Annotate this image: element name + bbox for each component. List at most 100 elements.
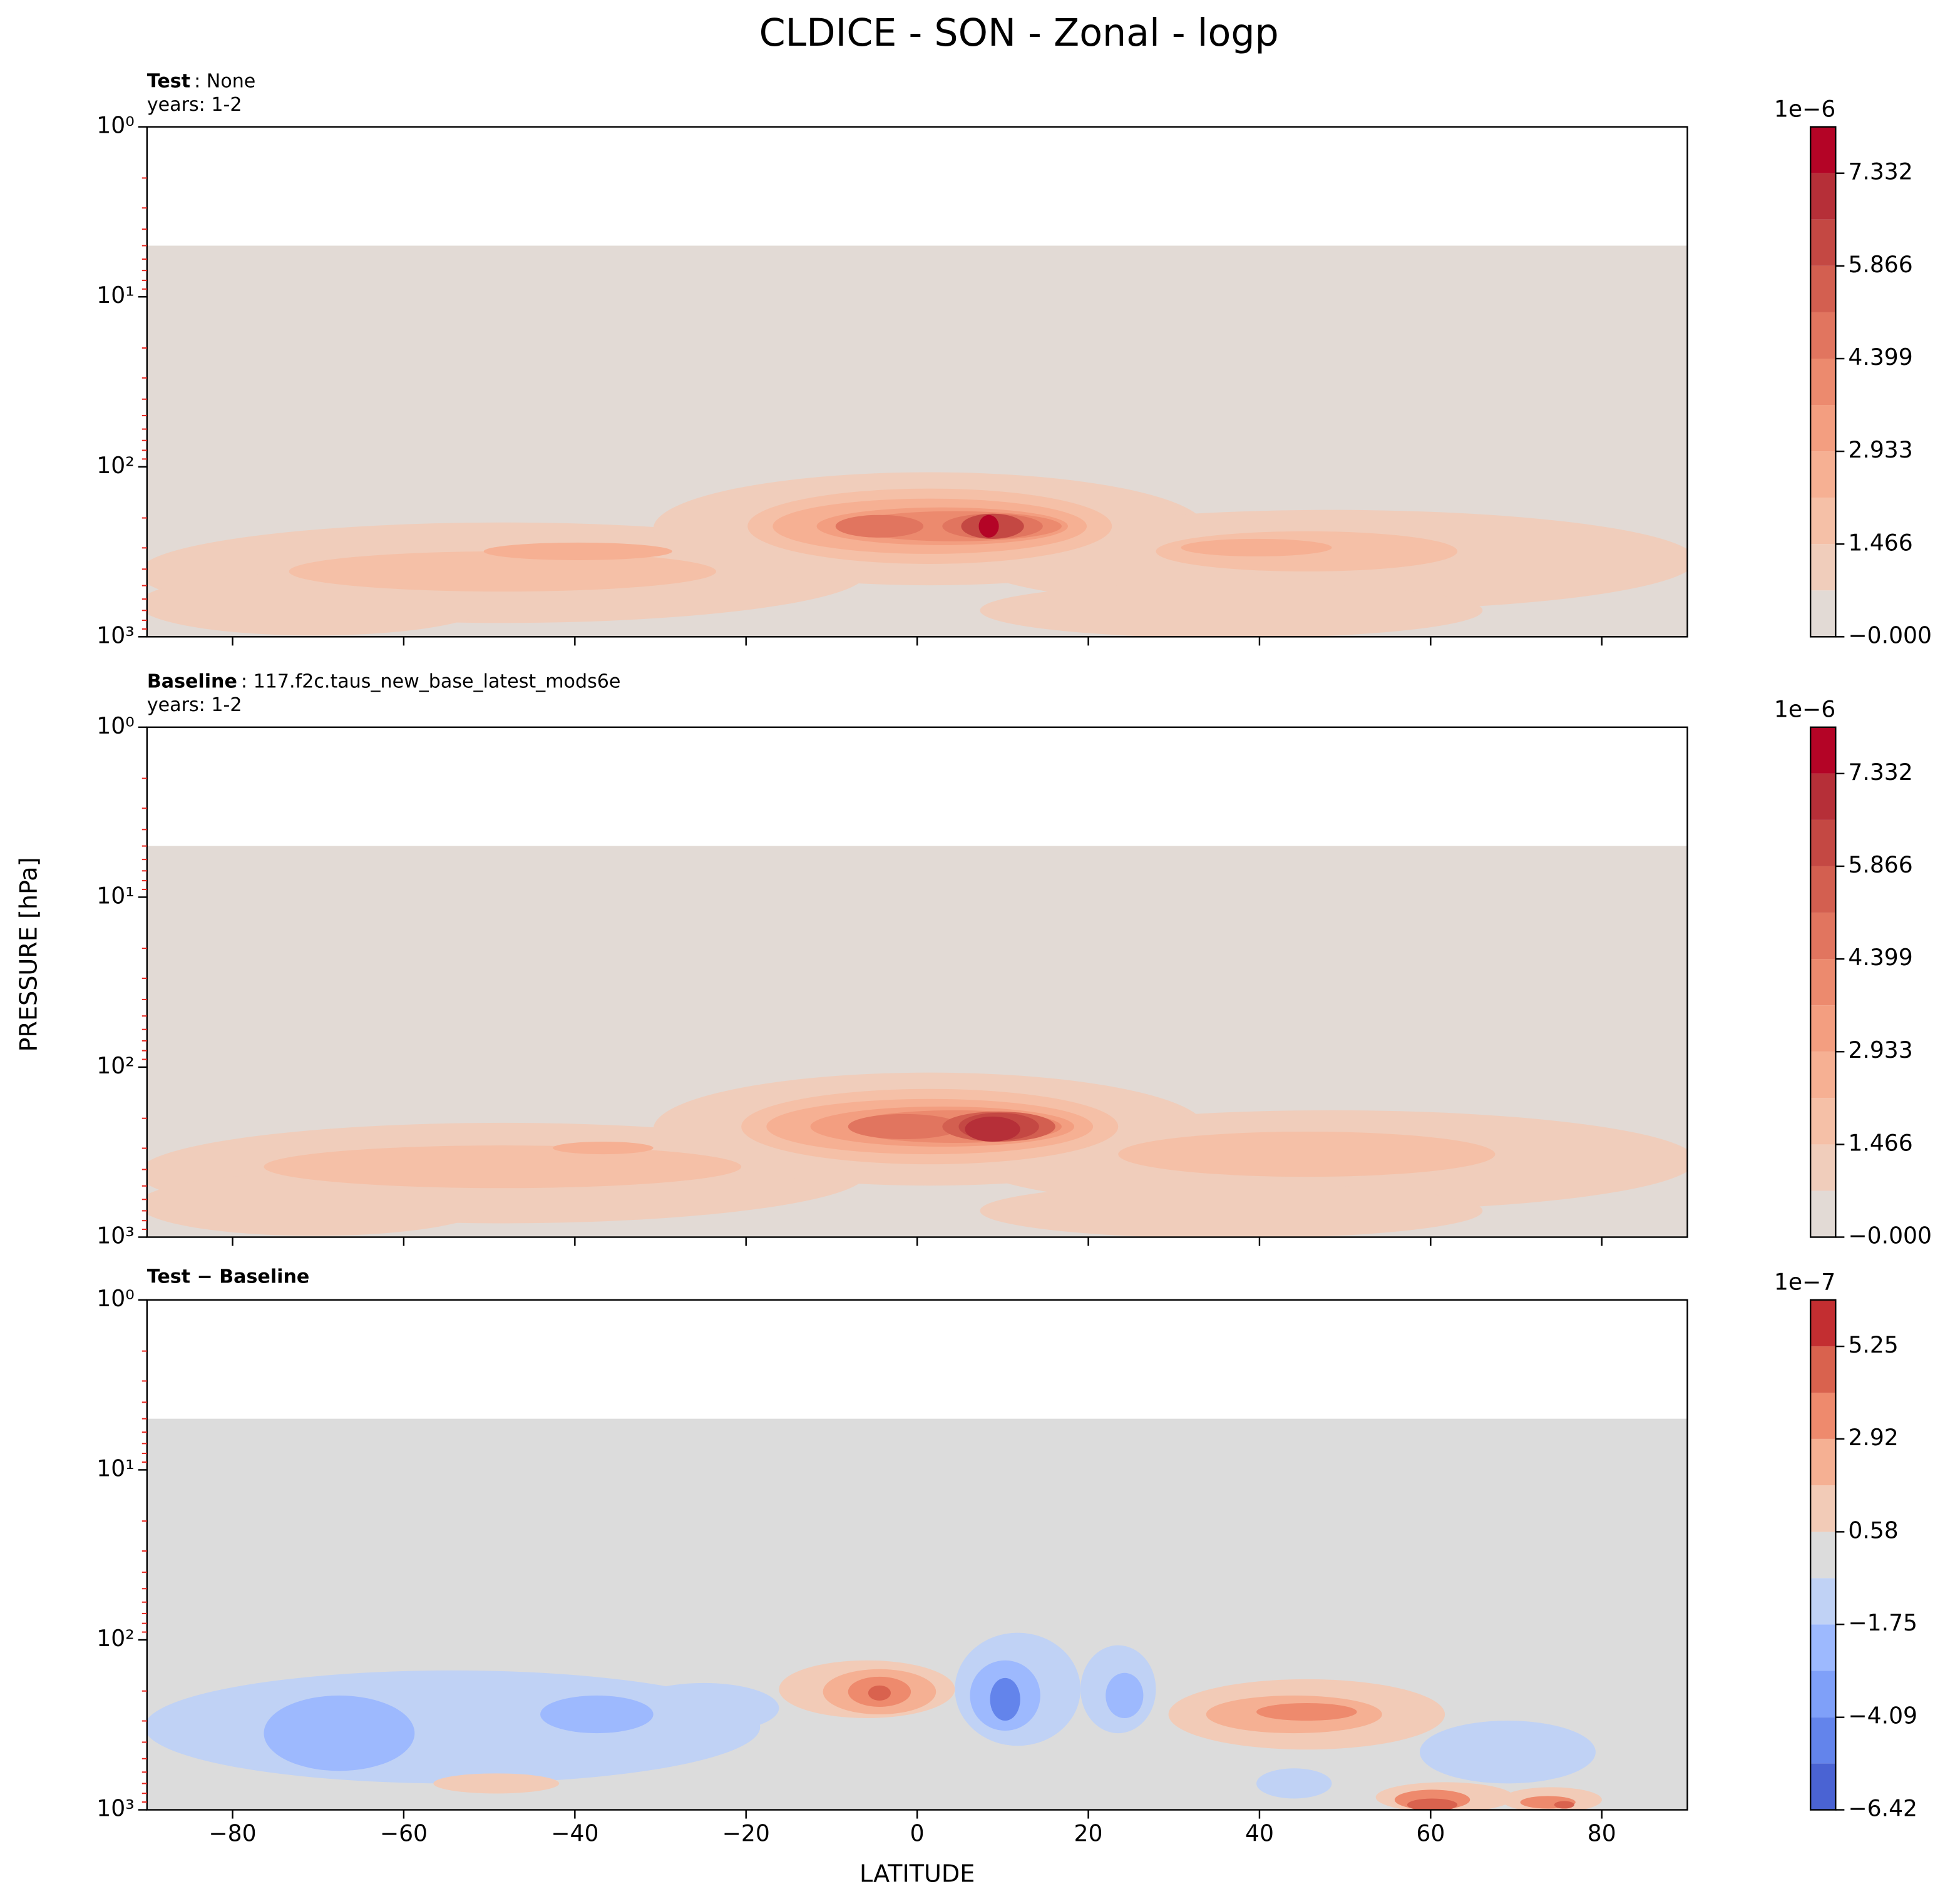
colorbar-frame [1809,1299,1837,1811]
y-tick-label: 10³ [96,1795,134,1822]
contour-region [1181,538,1332,556]
x-tick-label: 40 [1245,1820,1274,1847]
colorbar-band [1810,312,1836,359]
colorbar-band [1810,1624,1836,1671]
colorbar-band [1810,1717,1836,1764]
colorbar-tick-label: 7.332 [1848,759,1912,786]
colorbar-band [1810,1299,1836,1347]
colorbar-offset: 1e−7 [1774,1269,1835,1296]
y-tick-label: 10³ [96,622,134,648]
x-axis-label: LATITUDE [859,1860,975,1887]
colorbar-band [1810,1485,1836,1532]
colorbar-band [1810,819,1836,866]
colorbar-tick-label: 2.933 [1848,436,1912,463]
colorbar-band [1810,1144,1836,1191]
panel-title: Test: None [147,70,256,92]
x-tick-label: 60 [1416,1820,1445,1847]
panel-title-value: : None [194,70,255,92]
contour-region [990,1677,1020,1721]
plot-area [146,1418,1688,1810]
colorbar-tick-label: 1.466 [1848,1129,1912,1156]
colorbar-tick-label: 7.332 [1848,158,1912,185]
contour-region [1118,1131,1496,1177]
colorbar-band [1810,1393,1836,1439]
colorbar-tick-label: 5.25 [1848,1331,1898,1358]
colorbar-band [1810,959,1836,1006]
contour-region [289,551,717,592]
colorbar-offset: 1e−6 [1774,696,1835,723]
colorbar-band [1810,1438,1836,1486]
colorbar-tick-label: −0.000 [1848,622,1932,648]
y-tick-label: 10¹ [96,282,134,309]
colorbar-band [1810,451,1836,498]
colorbar-band [1810,265,1836,312]
colorbar-band [1810,405,1836,452]
contour-region [146,1173,490,1236]
colorbar-band [1810,1763,1836,1810]
y-tick-label: 10⁰ [96,712,134,739]
contour-region [1419,1721,1596,1784]
colorbar-band [1810,126,1836,173]
y-tick-label: 10² [96,1052,134,1079]
colorbar-tick-label: 5.866 [1848,251,1912,278]
contour-region [433,1773,560,1794]
colorbar-band [1810,1005,1836,1052]
plot-area [146,245,1688,637]
panel-title-name: Test [147,70,190,92]
x-tick-label: −40 [551,1820,598,1847]
colorbar-offset: 1e−6 [1774,96,1835,123]
colorbar-band [1810,358,1836,406]
contour-region [1106,1672,1144,1719]
contour-region [848,1113,962,1139]
colorbar-tick-label: 1.466 [1848,529,1912,556]
colorbar-band [1810,1671,1836,1717]
x-tick-label: −60 [380,1820,428,1847]
colorbar-band [1810,727,1836,774]
y-tick-label: 10² [96,1625,134,1652]
colorbar-band [1810,498,1836,545]
colorbar-tick-label: 2.92 [1848,1424,1898,1451]
colorbar-band [1810,1578,1836,1625]
contour-region [264,1695,415,1771]
panel-subtitle: years: 1-2 [147,94,242,116]
colorbar-tick-label: −4.09 [1848,1702,1917,1729]
contour-region [835,514,924,538]
colorbar-band [1810,913,1836,960]
panel-title-value: : 117.f2c.taus_new_base_latest_mods6e [241,670,621,692]
panel-title-name: Test − Baseline [147,1266,309,1287]
colorbar-band [1810,1098,1836,1145]
colorbar-tick-label: −1.75 [1848,1609,1917,1636]
contour-region [978,514,999,538]
colorbar-tick-label: 4.399 [1848,944,1912,971]
colorbar-frame [1809,126,1837,638]
contour-region [540,1695,654,1734]
contour-region [628,1682,779,1734]
colorbar-band [1810,1346,1836,1393]
x-tick-label: −80 [208,1820,256,1847]
panel-title: Test − Baseline [147,1266,309,1287]
colorbar-band [1810,1190,1836,1237]
colorbar-band [1810,219,1836,266]
colorbar-band [1810,866,1836,913]
y-tick-label: 10⁰ [96,1285,134,1312]
x-tick-label: −20 [722,1820,770,1847]
y-tick-label: 10³ [96,1222,134,1249]
y-tick-label: 10¹ [96,882,134,909]
colorbar-frame [1809,726,1837,1238]
colorbar-tick-label: 0.58 [1848,1517,1898,1543]
colorbar-tick-label: −0.000 [1848,1222,1932,1249]
y-tick-label: 10⁰ [96,112,134,139]
colorbar-tick-label: 5.866 [1848,851,1912,878]
contour-region [483,542,672,560]
plot-area [146,846,1688,1237]
panel-title-name: Baseline [147,670,237,692]
y-axis-label: PRESSURE [hPa] [15,857,43,1052]
contour-region [868,1685,891,1701]
y-tick-label: 10¹ [96,1455,134,1482]
x-tick-label: 0 [910,1820,925,1847]
contour-region [1256,1702,1357,1721]
contour-region [980,583,1483,637]
contour-region [264,1145,742,1189]
